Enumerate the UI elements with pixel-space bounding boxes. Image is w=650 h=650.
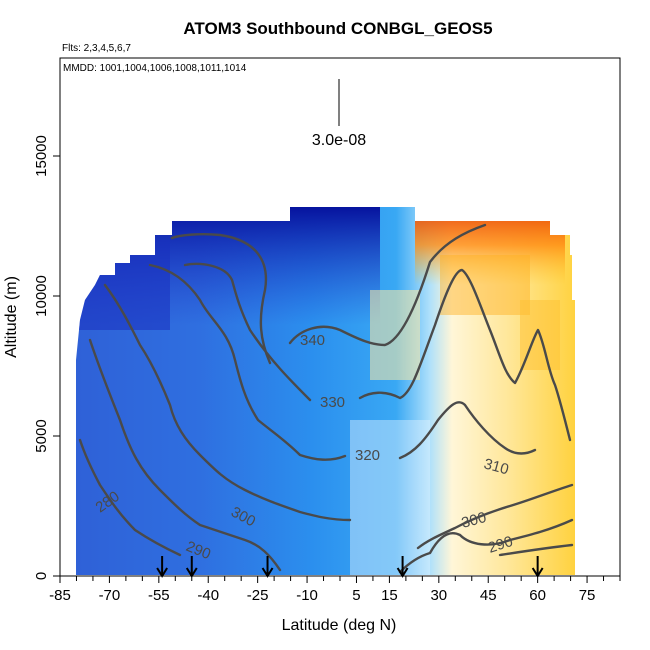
x-tick-label: 5 [352, 587, 360, 604]
heatmap-field [76, 207, 575, 575]
contour-label: 310 [482, 455, 511, 478]
flight-arrow [156, 556, 168, 578]
flight-arrow [396, 556, 409, 578]
y-tick-label: 10000 [33, 275, 50, 317]
contour-label: 320 [355, 447, 380, 464]
x-tick-label: 75 [579, 587, 596, 604]
x-tick-label: 60 [529, 587, 546, 604]
x-tick-label: -10 [296, 587, 318, 604]
dates-subtitle: MMDD: 1001,1004,1006,1008,1011,1014 [63, 63, 247, 74]
chart-title: ATOM3 Southbound CONBGL_GEOS5 [183, 19, 492, 38]
contour-label: 340 [300, 332, 325, 349]
x-axis-label: Latitude (deg N) [282, 617, 397, 634]
x-tick-label: 30 [430, 587, 447, 604]
y-axis-label: Altitude (m) [3, 276, 20, 358]
contour-label: 300 [460, 509, 489, 532]
x-tick-label: 45 [480, 587, 497, 604]
contour-label: 290 [486, 533, 515, 557]
flight-arrow [261, 556, 274, 578]
x-tick-label: -85 [49, 587, 71, 604]
x-tick-label: 15 [381, 587, 398, 604]
flights-subtitle: Flts: 2,3,4,5,6,7 [62, 43, 131, 54]
y-tick-label: 5000 [33, 419, 50, 452]
contour-lines [78, 223, 574, 574]
flight-markers [156, 556, 544, 578]
x-axis: -85 -70 -55 -40 -25 -10 5 15 30 45 60 75 [49, 576, 621, 604]
y-tick-label: 0 [33, 572, 50, 580]
x-tick-label: -55 [148, 587, 170, 604]
scale-bar-label: 3.0e-08 [312, 132, 366, 149]
y-tick-label: 15000 [33, 135, 50, 177]
x-tick-label: -25 [247, 587, 269, 604]
y-axis: 0 5000 10000 15000 [33, 135, 60, 580]
x-tick-label: -40 [197, 587, 219, 604]
contour-label: 330 [320, 394, 345, 411]
x-tick-label: -70 [99, 587, 121, 604]
